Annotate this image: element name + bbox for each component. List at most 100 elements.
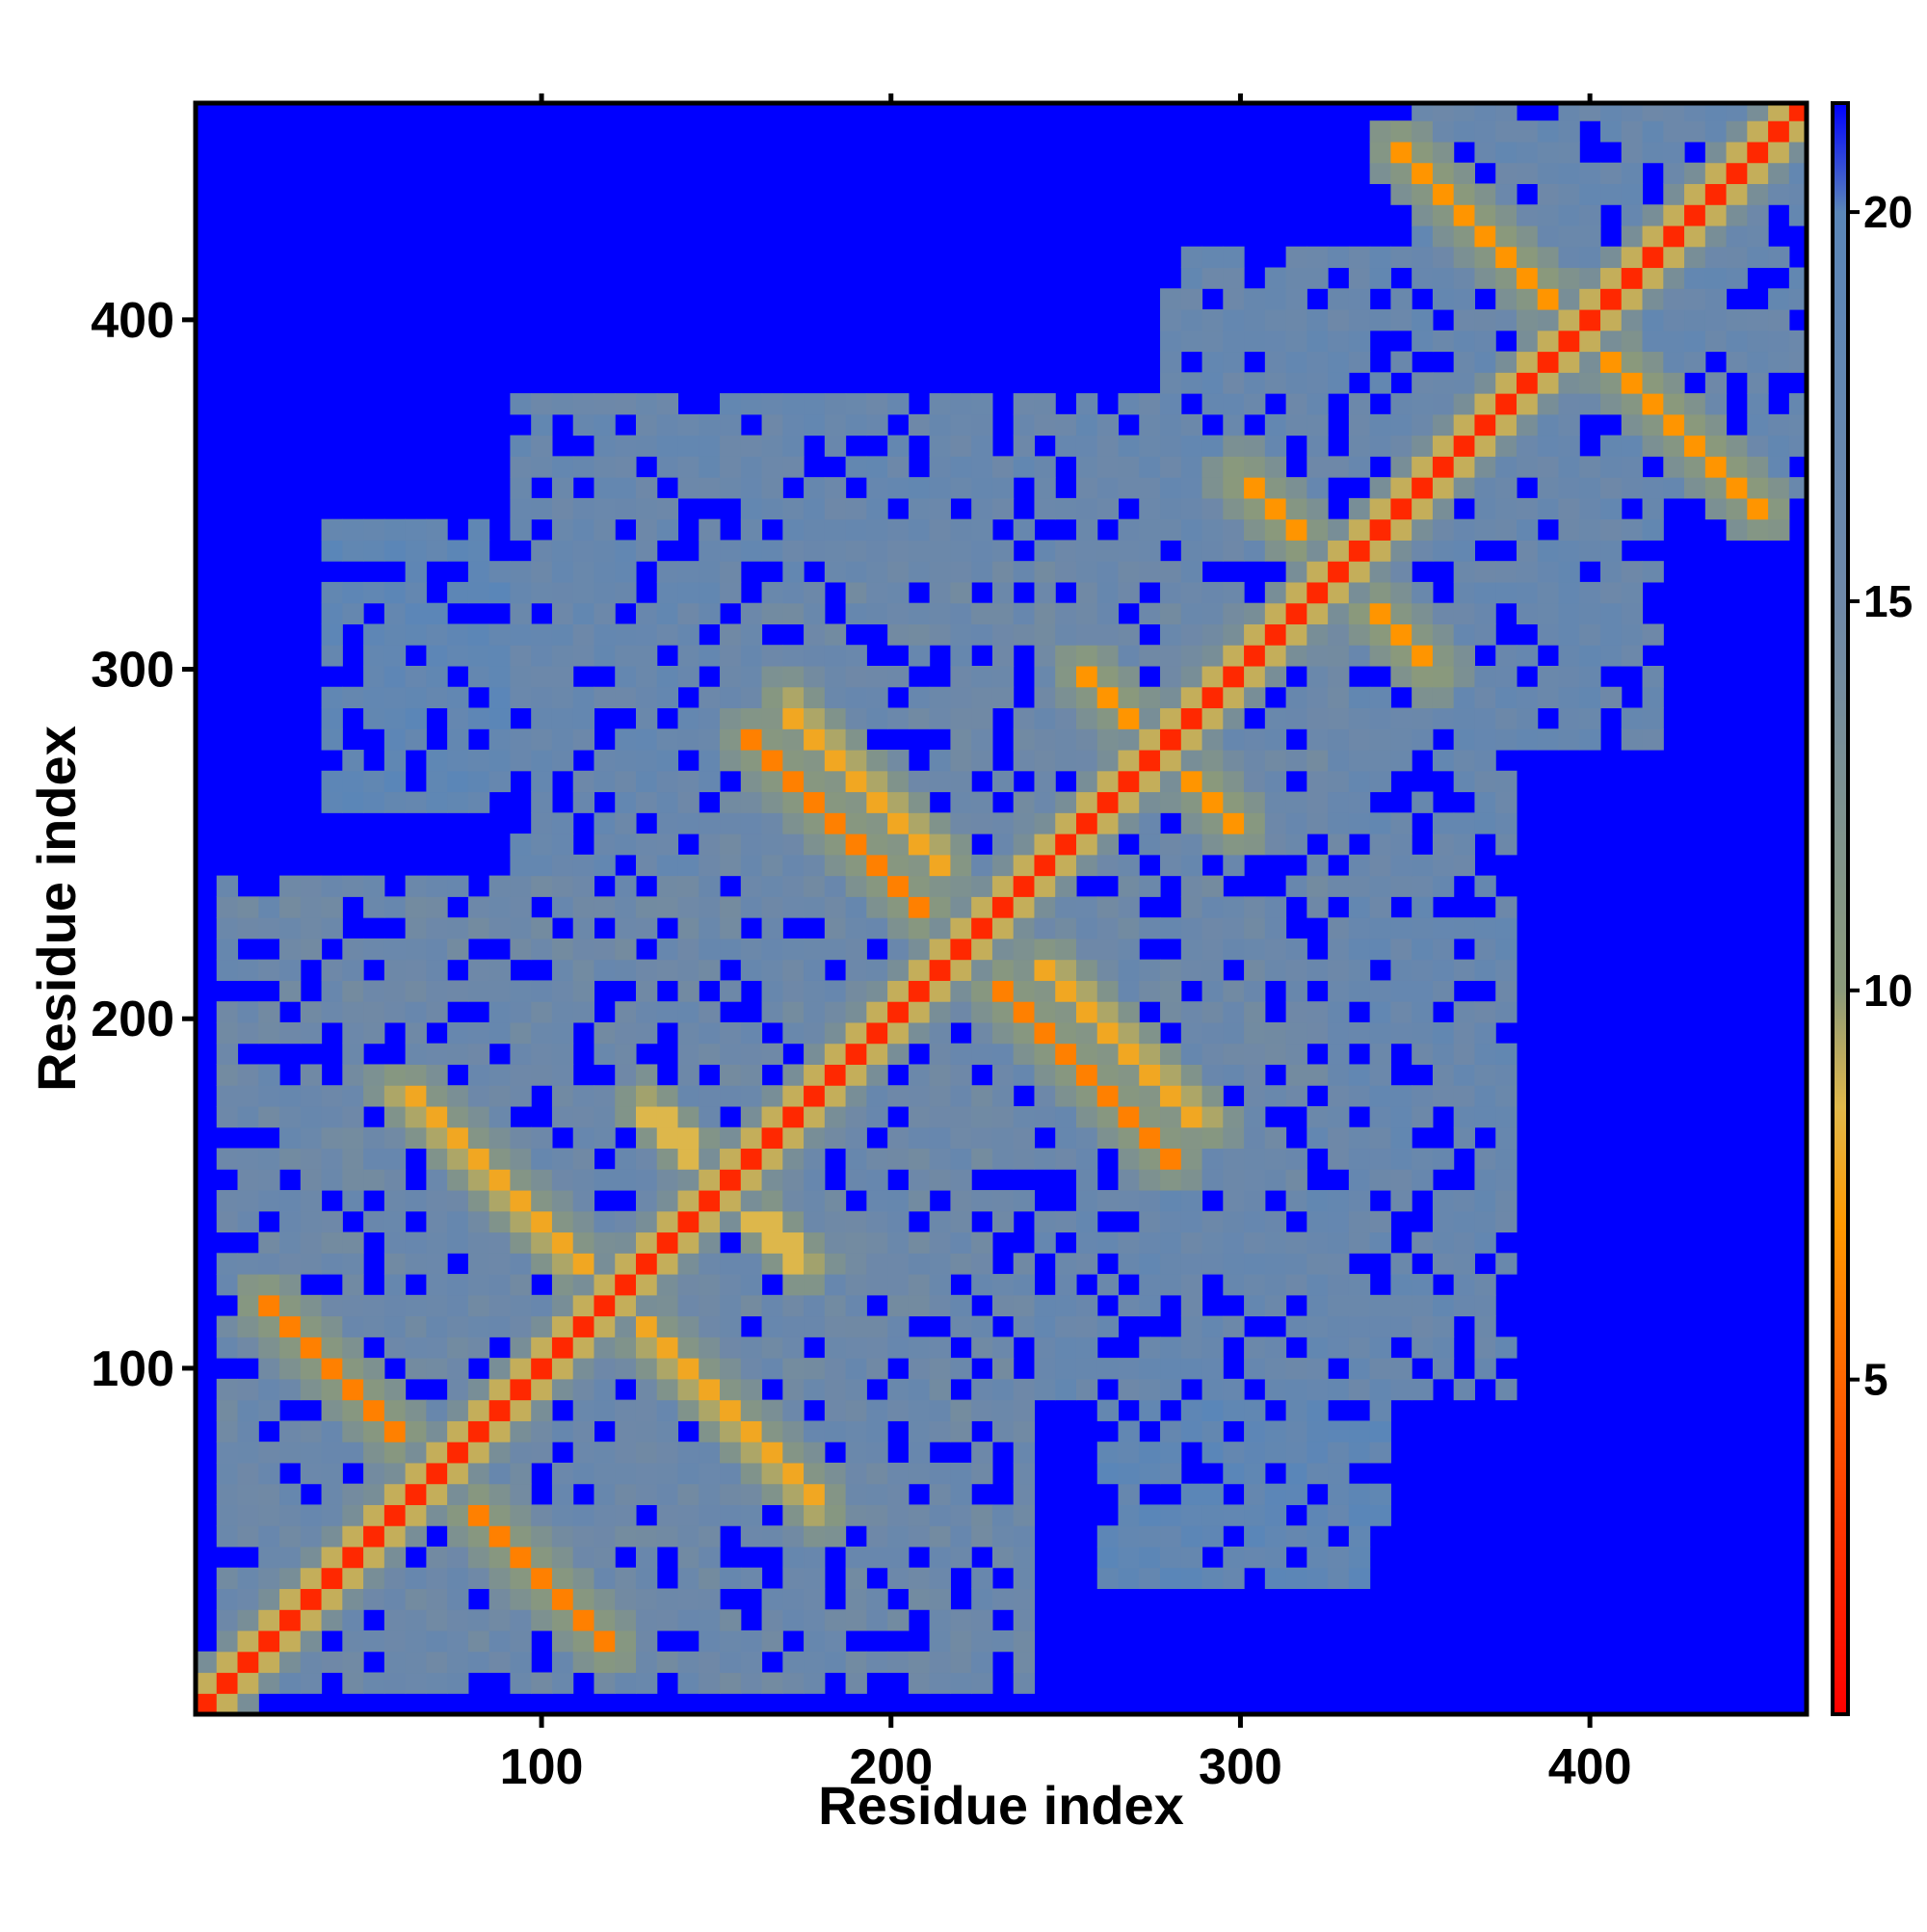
heatmap-cell	[1180, 1567, 1203, 1590]
heatmap-cell	[782, 602, 805, 624]
heatmap-cell	[594, 896, 616, 918]
heatmap-cell	[447, 1420, 469, 1442]
heatmap-cell	[383, 1462, 407, 1485]
heatmap-cell	[1328, 1337, 1350, 1359]
heatmap-cell	[572, 1588, 595, 1610]
heatmap-cell	[782, 1609, 805, 1631]
heatmap-cell	[467, 1337, 490, 1359]
heatmap-cell	[804, 518, 826, 541]
heatmap-cell	[615, 1105, 637, 1128]
heatmap-cell	[405, 1085, 427, 1107]
heatmap-cell	[782, 1546, 805, 1569]
heatmap-cell	[1432, 103, 1455, 121]
heatmap-cell	[950, 1210, 972, 1233]
heatmap-cell	[866, 561, 888, 583]
heatmap-cell	[1075, 1169, 1098, 1191]
heatmap-cell	[804, 1105, 826, 1128]
heatmap-cell	[1139, 834, 1161, 856]
heatmap-cell	[1328, 1064, 1350, 1086]
heatmap-cell	[1118, 1190, 1140, 1212]
heatmap-cell	[1726, 477, 1748, 499]
heatmap-cell	[594, 1294, 616, 1317]
heatmap-cell	[572, 1378, 595, 1401]
plot-frame	[193, 100, 1809, 1717]
heatmap-cell	[510, 1525, 532, 1548]
heatmap-cell	[677, 1525, 700, 1548]
heatmap-cell	[342, 750, 364, 772]
heatmap-cell	[572, 561, 595, 583]
heatmap-cell	[1453, 854, 1475, 877]
heatmap-cell	[1348, 1169, 1371, 1191]
heatmap-cell	[363, 938, 385, 961]
heatmap-cell	[447, 770, 469, 793]
heatmap-cell	[1432, 393, 1455, 415]
heatmap-cell	[1013, 834, 1035, 856]
heatmap-cell	[908, 1148, 931, 1170]
heatmap-cell	[1579, 372, 1601, 394]
heatmap-cell	[594, 1210, 616, 1233]
heatmap-cell	[363, 1085, 385, 1107]
heatmap-cell	[1788, 413, 1807, 437]
heatmap-cell	[950, 854, 972, 877]
heatmap-cell	[363, 707, 385, 729]
heatmap-cell	[321, 1315, 343, 1337]
heatmap-cell	[740, 1630, 763, 1653]
heatmap-cell	[1160, 413, 1182, 437]
heatmap-cell	[1075, 645, 1098, 667]
heatmap-cell	[1516, 602, 1539, 624]
heatmap-cell	[1474, 330, 1496, 353]
heatmap-cell	[804, 770, 826, 793]
heatmap-cell	[1013, 917, 1035, 940]
heatmap-cell	[887, 896, 910, 918]
heatmap-cell	[1013, 1630, 1035, 1653]
heatmap-cell	[426, 1651, 448, 1674]
heatmap-cell	[950, 1672, 972, 1694]
heatmap-cell	[1788, 288, 1807, 310]
heatmap-cell	[1055, 1274, 1077, 1296]
heatmap-cell	[1118, 645, 1140, 667]
heatmap-cell	[237, 1588, 259, 1610]
heatmap-cell	[1075, 812, 1098, 834]
heatmap-cell	[572, 1630, 595, 1653]
heatmap-cell	[363, 896, 385, 918]
heatmap-cell	[866, 1021, 888, 1045]
heatmap-cell	[782, 1126, 805, 1150]
heatmap-cell	[1096, 1190, 1120, 1212]
heatmap-cell	[1558, 351, 1580, 373]
heatmap-cell	[1474, 1210, 1496, 1233]
heatmap-cell	[1075, 770, 1098, 793]
heatmap-cell	[1369, 120, 1391, 143]
heatmap-cell	[383, 602, 407, 624]
heatmap-cell	[447, 1126, 469, 1150]
heatmap-cell	[971, 1588, 993, 1610]
heatmap-cell	[971, 1315, 993, 1337]
heatmap-cell	[1495, 267, 1518, 289]
heatmap-cell	[824, 896, 847, 918]
heatmap-cell	[824, 497, 847, 520]
heatmap-cell	[594, 413, 616, 437]
heatmap-cell	[300, 1358, 323, 1380]
heatmap-cell	[488, 581, 511, 604]
heatmap-cell	[405, 1358, 427, 1380]
heatmap-cell	[363, 581, 385, 604]
heatmap-cell	[300, 1294, 323, 1317]
heatmap-cell	[1453, 225, 1475, 248]
heatmap-cell	[1307, 770, 1329, 793]
heatmap-cell	[594, 1378, 616, 1401]
heatmap-cell	[1432, 413, 1455, 437]
heatmap-cell	[594, 1231, 616, 1254]
heatmap-cell	[1558, 581, 1580, 604]
heatmap-cell	[1075, 1001, 1098, 1023]
heatmap-cell	[216, 1190, 239, 1212]
heatmap-cell	[1453, 686, 1475, 709]
heatmap-cell	[677, 602, 700, 624]
heatmap-cell	[929, 1378, 951, 1401]
heatmap-cell	[1453, 309, 1475, 331]
heatmap-cell	[572, 980, 595, 1002]
heatmap-cell	[782, 1148, 805, 1170]
heatmap-cell	[1621, 623, 1644, 646]
heatmap-cell	[300, 917, 323, 940]
heatmap-cell	[615, 834, 637, 856]
heatmap-cell	[1013, 707, 1035, 729]
heatmap-cell	[510, 1358, 532, 1380]
